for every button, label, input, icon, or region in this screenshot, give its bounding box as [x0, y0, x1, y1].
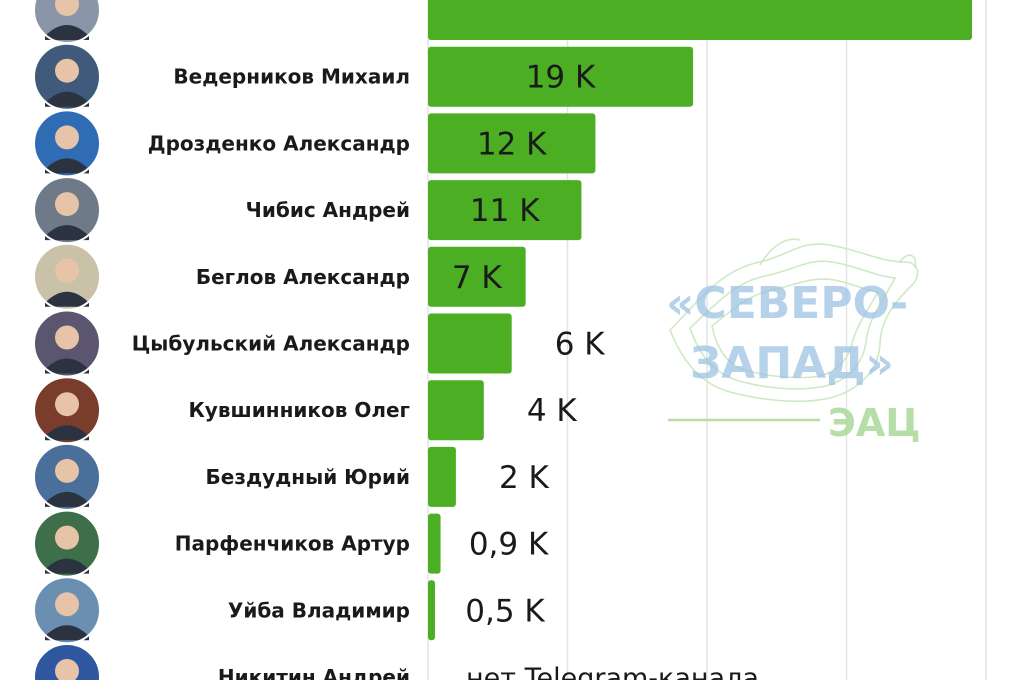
- chart-row: Никитин Андрей нет Telegram-канала: [33, 643, 759, 680]
- avatar: [33, 509, 101, 578]
- bar: [428, 46, 694, 107]
- chart-rows: Ведерников Михаил 19 K Дрозденко Александр…: [33, 0, 973, 680]
- avatar: [33, 309, 101, 378]
- bar: [428, 180, 582, 241]
- bar: [428, 380, 484, 441]
- avatar-ring: [33, 643, 101, 680]
- avatar-suit: [45, 225, 89, 241]
- category-label: Ведерников Михаил: [173, 65, 410, 89]
- avatar: [33, 242, 101, 311]
- chart-row: Дрозденко Александр 12 K: [33, 109, 596, 178]
- avatar-suit: [45, 25, 89, 40]
- avatar: [33, 576, 101, 645]
- watermark-line3: ЭАЦ: [828, 401, 921, 445]
- chart-row: Чибис Андрей 11 K: [33, 176, 582, 245]
- avatar-head: [55, 258, 79, 283]
- avatar-suit: [45, 91, 89, 107]
- category-label: Парфенчиков Артур: [175, 532, 410, 556]
- bar: [428, 513, 441, 574]
- bar: [428, 113, 596, 174]
- category-label: Никитин Андрей: [218, 665, 410, 680]
- value-label: 0,5 K: [465, 593, 545, 629]
- category-label: Цыбульский Александр: [132, 332, 410, 356]
- value-label: 19 K: [526, 60, 596, 96]
- bar: [428, 580, 435, 641]
- bar: [428, 446, 456, 507]
- avatar-head: [55, 525, 79, 550]
- avatar-head: [55, 659, 79, 680]
- avatar-suit: [45, 491, 89, 507]
- no-channel-label: нет Telegram-канала: [466, 663, 759, 680]
- avatar-suit: [45, 425, 89, 441]
- avatar-head: [55, 192, 79, 217]
- chart-row: Ведерников Михаил 19 K: [33, 42, 694, 111]
- bar: [428, 313, 512, 374]
- avatar: [33, 176, 101, 245]
- avatar: [33, 42, 101, 111]
- value-label: 0,9 K: [469, 527, 549, 563]
- chart-row: Беглов Александр 7 K: [33, 242, 526, 311]
- value-label: 4 K: [527, 393, 578, 429]
- category-label: Дрозденко Александр: [148, 131, 410, 155]
- avatar-suit: [45, 625, 89, 641]
- avatar: [33, 0, 101, 44]
- avatar-head: [55, 125, 79, 150]
- value-label: 7 K: [452, 260, 503, 296]
- avatar-head: [55, 0, 79, 16]
- watermark-logo: «СЕВЕРО- ЗАПАД» ЭАЦ: [666, 238, 921, 445]
- avatar: [33, 643, 101, 680]
- avatar-suit: [45, 158, 89, 174]
- bar: [428, 0, 973, 40]
- avatar-suit: [45, 291, 89, 307]
- chart-row: Кувшинников Олег 4 K: [33, 376, 578, 445]
- value-label: 12 K: [477, 126, 547, 162]
- value-label: 11 K: [470, 193, 540, 229]
- value-label: 2 K: [499, 460, 550, 496]
- chart-row: [33, 0, 973, 44]
- avatar-head: [55, 325, 79, 350]
- avatar: [33, 376, 101, 445]
- bar: [428, 246, 526, 307]
- chart-row: Цыбульский Александр 6 K: [33, 309, 606, 378]
- watermark-line1: «СЕВЕРО-: [666, 278, 908, 329]
- avatar-head: [55, 58, 79, 83]
- avatar-head: [55, 392, 79, 417]
- avatar-head: [55, 458, 79, 483]
- chart-row: Уйба Владимир 0,5 K: [33, 576, 545, 645]
- avatar: [33, 442, 101, 511]
- avatar-head: [55, 592, 79, 617]
- chart-row: Парфенчиков Артур 0,9 K: [33, 509, 549, 578]
- category-label: Уйба Владимир: [228, 598, 410, 622]
- category-label: Бездудный Юрий: [206, 465, 410, 489]
- watermark-line2: ЗАПАД»: [690, 338, 894, 389]
- category-label: Беглов Александр: [196, 265, 410, 289]
- chart-row: Бездудный Юрий 2 K: [33, 442, 550, 511]
- avatar: [33, 109, 101, 178]
- category-label: Кувшинников Олег: [188, 398, 410, 422]
- avatar-suit: [45, 558, 89, 574]
- value-label: 6 K: [555, 327, 606, 363]
- category-label: Чибис Андрей: [246, 198, 410, 222]
- avatar-suit: [45, 358, 89, 374]
